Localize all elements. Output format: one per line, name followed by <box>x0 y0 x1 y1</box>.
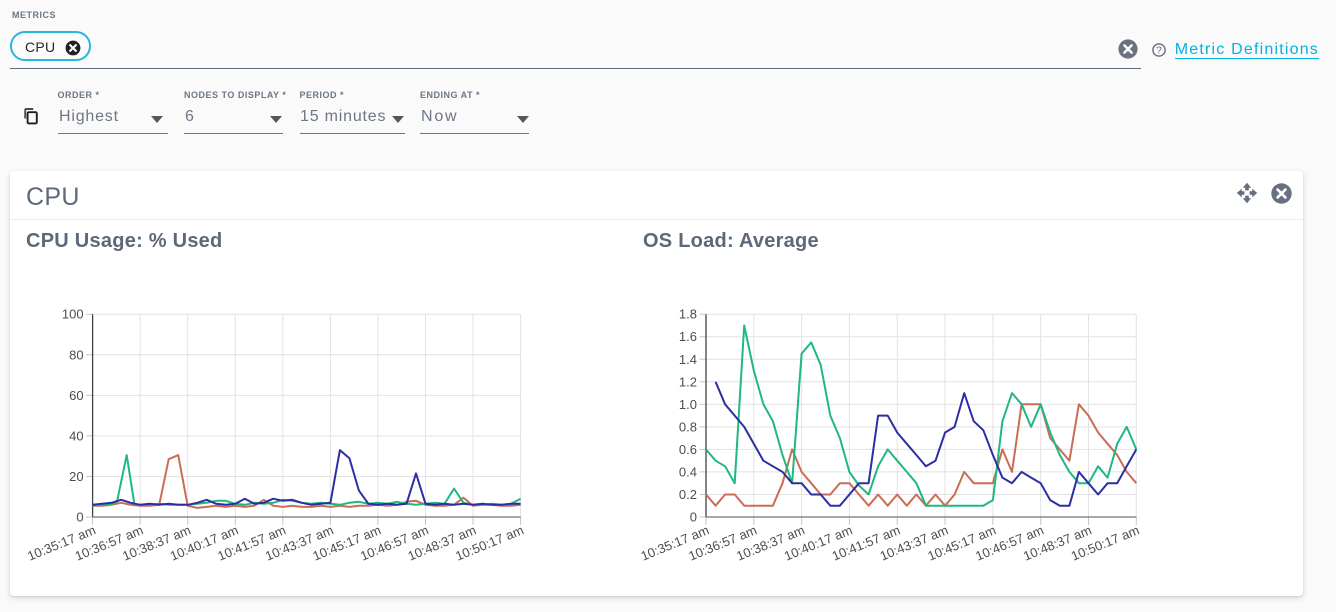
svg-text:60: 60 <box>69 388 83 403</box>
svg-text:0.6: 0.6 <box>679 442 697 457</box>
svg-text:1.8: 1.8 <box>679 307 697 322</box>
svg-text:1.6: 1.6 <box>679 329 697 344</box>
svg-text:100: 100 <box>62 307 84 322</box>
svg-text:0.2: 0.2 <box>679 487 697 502</box>
svg-text:1.2: 1.2 <box>679 374 697 389</box>
svg-text:1.4: 1.4 <box>679 352 697 367</box>
svg-text:0: 0 <box>76 510 83 525</box>
svg-text:1.0: 1.0 <box>679 397 697 412</box>
svg-text:20: 20 <box>69 469 83 484</box>
svg-text:?: ? <box>1156 45 1162 56</box>
svg-text:0.8: 0.8 <box>679 419 697 434</box>
svg-text:80: 80 <box>69 347 83 362</box>
svg-text:0: 0 <box>690 510 697 525</box>
svg-text:0.4: 0.4 <box>679 464 697 479</box>
svg-text:40: 40 <box>69 428 83 443</box>
